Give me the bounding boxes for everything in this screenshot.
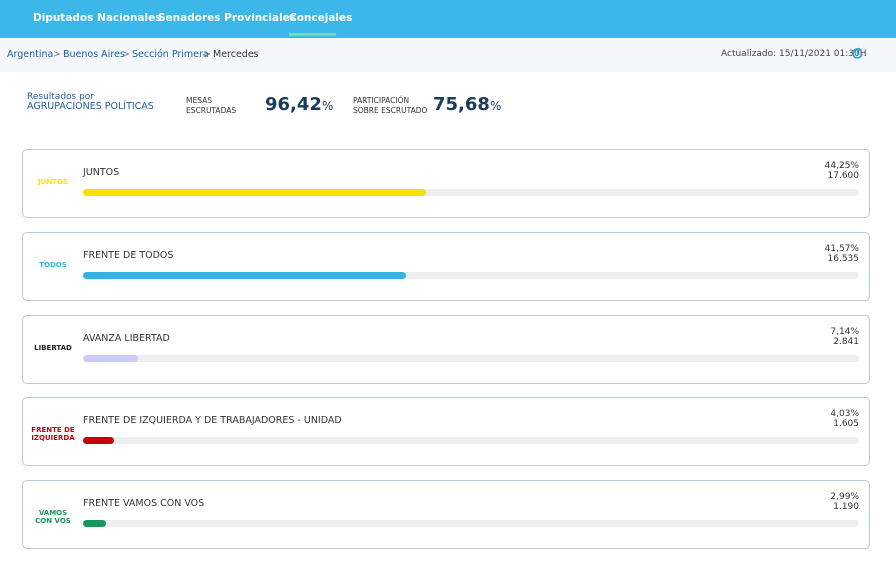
party-card: VAMOS CON VOS FRENTE VAMOS CON VOS 2,99% 1.… <box>22 480 870 549</box>
label-line: ESCRUTADAS <box>186 106 237 115</box>
updated-time: Actualizado: 15/11/2021 01:30H <box>721 49 867 59</box>
party-logo: JUNTOS <box>38 178 68 186</box>
nav-tab[interactable]: Senadores Provinciales <box>158 12 297 24</box>
results-value: AGRUPACIONES POLÍTICAS <box>27 101 154 112</box>
active-tab-underline <box>289 33 336 36</box>
party-card: FRENTE DE IZQUIERDA FRENTE DE IZQUIERDA Y… <box>22 397 870 466</box>
label-line: SOBRE ESCRUTADO <box>353 106 428 115</box>
refresh-icon[interactable] <box>850 46 865 61</box>
party-votes: 17.600 <box>827 171 860 181</box>
party-percent: 2,99% <box>830 492 859 502</box>
party-name: FRENTE VAMOS CON VOS <box>83 498 205 509</box>
progress-bar <box>83 272 406 279</box>
breadcrumb-item[interactable]: Argentina <box>7 49 54 60</box>
nav-tab[interactable]: Diputados Nacionales <box>33 12 162 24</box>
party-votes: 1.605 <box>833 419 859 429</box>
results-label: Resultados por <box>27 92 95 102</box>
party-card: LIBERTAD AVANZA LIBERTAD 7,14% 2.841 <box>22 315 870 384</box>
progress-track <box>83 272 859 279</box>
nav-tab[interactable]: Concejales <box>289 12 353 24</box>
progress-track <box>83 520 859 527</box>
breadcrumb-separator: > <box>122 49 130 60</box>
party-votes: 1.190 <box>833 502 859 512</box>
breadcrumb-bar: Actualizado: 15/11/2021 01:30H Argentina… <box>0 38 896 72</box>
party-percent: 41,57% <box>824 244 859 254</box>
party-name: JUNTOS <box>83 167 120 178</box>
mesas-label: MESAS ESCRUTADAS <box>186 96 236 116</box>
party-card: JUNTOS JUNTOS 44,25% 17.600 <box>22 149 870 218</box>
breadcrumb-item: Mercedes <box>213 49 259 60</box>
participacion-label: PARTICIPACIÓN SOBRE ESCRUTADO <box>353 96 427 116</box>
unit: % <box>321 99 334 113</box>
progress-track <box>83 355 859 362</box>
party-name: AVANZA LIBERTAD <box>83 333 170 344</box>
party-votes: 2.841 <box>833 337 859 347</box>
breadcrumb-item[interactable]: Sección Primera <box>132 49 209 60</box>
party-logo: TODOS <box>39 261 67 269</box>
party-votes: 16.535 <box>827 254 860 264</box>
breadcrumb-separator: > <box>203 49 211 60</box>
progress-bar <box>83 520 107 527</box>
party-card: TODOS FRENTE DE TODOS 41,57% 16.535 <box>22 232 870 301</box>
progress-bar <box>83 355 139 362</box>
party-name: FRENTE DE IZQUIERDA Y DE TRABAJADORES - … <box>83 415 342 426</box>
breadcrumb-separator: > <box>53 49 61 60</box>
breadcrumb-item[interactable]: Buenos Aires <box>63 49 125 60</box>
party-logo: FRENTE DE IZQUIERDA <box>31 426 75 442</box>
progress-track <box>83 437 859 444</box>
progress-bar <box>83 189 427 196</box>
label-line: PARTICIPACIÓN <box>353 96 410 105</box>
progress-track <box>83 189 859 196</box>
unit: % <box>489 99 502 113</box>
party-logo: LIBERTAD <box>34 344 72 352</box>
party-percent: 4,03% <box>830 409 859 419</box>
mesas-value: 96,42% <box>265 94 333 115</box>
party-name: FRENTE DE TODOS <box>83 250 174 261</box>
label-line: MESAS <box>186 96 213 105</box>
party-logo: VAMOS CON VOS <box>35 509 71 525</box>
party-percent: 7,14% <box>830 327 859 337</box>
value: 75,68 <box>433 94 490 115</box>
progress-bar <box>83 437 115 444</box>
party-percent: 44,25% <box>824 161 859 171</box>
top-nav: Diputados Nacionales Senadores Provincial… <box>0 0 896 38</box>
participacion-value: 75,68% <box>433 94 501 115</box>
value: 96,42 <box>265 94 322 115</box>
